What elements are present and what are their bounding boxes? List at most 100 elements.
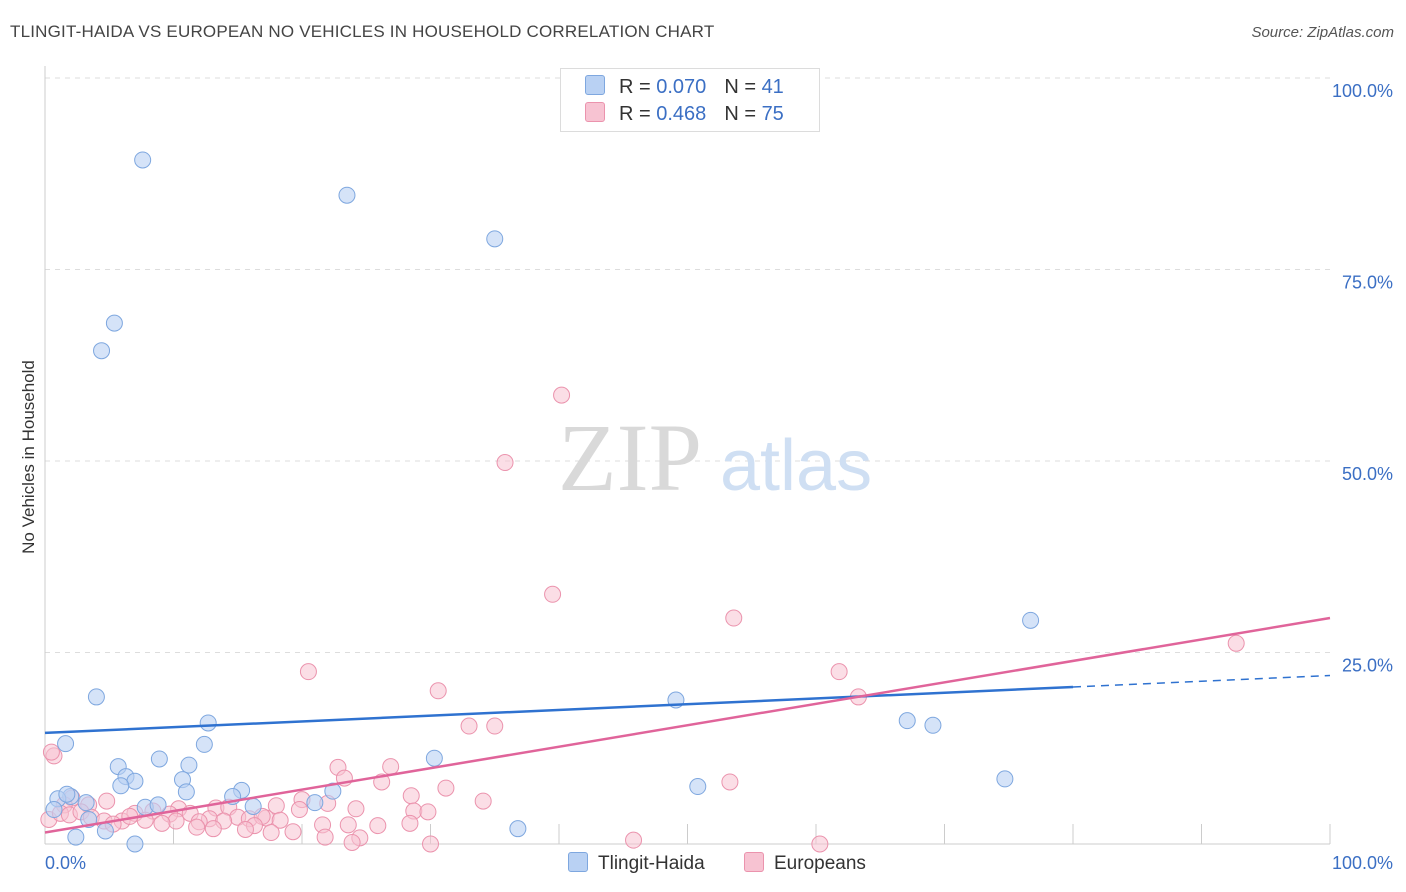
tlingit-haida-point <box>126 772 144 790</box>
europeans-point <box>401 814 419 832</box>
watermark-zip: ZIP <box>558 404 702 511</box>
series-tlingit-haida-points <box>45 151 1040 853</box>
r-value: 0.070 <box>656 76 707 98</box>
r-value: 0.468 <box>656 103 707 125</box>
europeans-legend-swatch <box>744 852 764 872</box>
tlingit-haida-point <box>924 716 942 734</box>
tlingit-haida-swatch <box>585 75 605 95</box>
chart-title: TLINGIT-HAIDA VS EUROPEAN NO VEHICLES IN… <box>10 22 715 41</box>
tick-labels: 25.0% 50.0% 75.0% 100.0% 0.0% 100.0% <box>45 81 1393 873</box>
europeans-point <box>369 817 387 835</box>
europeans-point <box>721 773 739 791</box>
watermark: ZIP atlas <box>558 404 872 511</box>
tlingit-haida-point <box>177 783 195 801</box>
tlingit-haida-point <box>150 750 168 768</box>
series-legend: Tlingit-Haida Europeans <box>0 850 1406 878</box>
europeans-point <box>437 779 455 797</box>
tlingit-haida-point <box>77 794 95 812</box>
tlingit-haida-point <box>338 186 356 204</box>
stats-legend-row-europeans: R = 0.468 N = 75 <box>585 102 784 126</box>
legend-item-tlingit-haida[interactable]: Tlingit-Haida <box>568 852 705 875</box>
europeans-point <box>42 743 60 761</box>
stats-legend: R = 0.070 N = 41 R = 0.468 N = 75 <box>560 68 820 132</box>
watermark-atlas: atlas <box>720 426 872 506</box>
europeans-point <box>188 818 206 836</box>
europeans-point <box>429 682 447 700</box>
europeans-point <box>419 803 437 821</box>
europeans-point <box>553 386 571 404</box>
europeans-point <box>811 835 829 853</box>
europeans-point <box>153 814 171 832</box>
europeans-point <box>98 792 116 810</box>
tlingit-haida-point <box>324 782 342 800</box>
legend-label: Tlingit-Haida <box>598 853 705 874</box>
tlingit-haida-point <box>509 820 527 838</box>
tlingit-haida-point <box>57 735 75 753</box>
tlingit-haida-point <box>425 749 443 767</box>
x-tick-label: 0.0% <box>45 853 86 873</box>
tlingit-haida-point <box>306 794 324 812</box>
tlingit-haida-point <box>67 828 85 846</box>
x-tick-label: 100.0% <box>1332 853 1393 873</box>
tlingit-haida-point <box>195 735 213 753</box>
y-tick-label: 100.0% <box>1332 81 1393 101</box>
tlingit-haida-point <box>126 835 144 853</box>
tlingit-haida-legend-swatch <box>568 852 588 872</box>
legend-label: Europeans <box>774 853 866 874</box>
trend-lines <box>44 616 1331 834</box>
tlingit-haida-point <box>180 756 198 774</box>
europeans-swatch <box>585 102 605 122</box>
europeans-point <box>339 816 357 834</box>
europeans-point <box>402 787 420 805</box>
stats-legend-row-tlingit-haida: R = 0.070 N = 41 <box>585 75 784 99</box>
europeans-point <box>725 609 743 627</box>
source-credit: Source: ZipAtlas.com <box>1251 24 1394 41</box>
europeans-point <box>299 663 317 681</box>
tlingit-haida-point <box>112 777 130 795</box>
europeans-point <box>422 835 439 853</box>
tlingit-haida-point <box>105 314 123 332</box>
tlingit-haida-point <box>87 688 105 706</box>
europeans-point <box>316 828 334 846</box>
tlingit-haida-point <box>134 151 152 169</box>
europeans-point <box>204 820 222 838</box>
n-label: N = <box>724 103 762 125</box>
tlingit-haida-point <box>58 785 76 803</box>
legend-item-europeans[interactable]: Europeans <box>744 852 866 875</box>
y-tick-label: 50.0% <box>1342 464 1393 484</box>
tlingit-haida-point <box>93 342 111 360</box>
europeans-point <box>284 823 302 841</box>
tlingit-haida-point <box>45 801 63 819</box>
tlingit-haida-point <box>244 797 262 815</box>
y-tick-label: 75.0% <box>1342 273 1393 293</box>
y-tick-label: 25.0% <box>1342 656 1393 676</box>
tlingit-haida-point <box>199 714 217 732</box>
europeans-point <box>1227 634 1245 652</box>
europeans-point <box>544 585 562 603</box>
europeans-point <box>830 663 848 681</box>
tlingit-haida-point <box>689 778 707 796</box>
europeans-point <box>486 717 504 735</box>
europeans-point <box>625 831 643 849</box>
n-label: N = <box>724 76 762 98</box>
series-europeans-points <box>40 386 1245 853</box>
r-label: R = <box>619 76 657 98</box>
europeans-point <box>262 824 280 842</box>
europeans-point <box>460 717 478 735</box>
europeans-point <box>290 801 308 819</box>
tlingit-haida-point <box>1022 611 1040 629</box>
tlingit-haida-point <box>96 822 114 840</box>
europeans-point <box>236 820 254 838</box>
europeans-point <box>382 758 400 776</box>
tlingit-haida-point <box>149 796 167 814</box>
europeans-point <box>474 792 492 810</box>
europeans-trend-line <box>44 616 1331 834</box>
y-axis-label: No Vehicles in Household <box>19 360 38 554</box>
grid-lines <box>45 77 1330 653</box>
r-label: R = <box>619 103 657 125</box>
europeans-point <box>167 812 185 830</box>
tlingit-haida-point <box>996 770 1014 788</box>
europeans-point <box>271 811 289 829</box>
europeans-point <box>347 800 365 818</box>
